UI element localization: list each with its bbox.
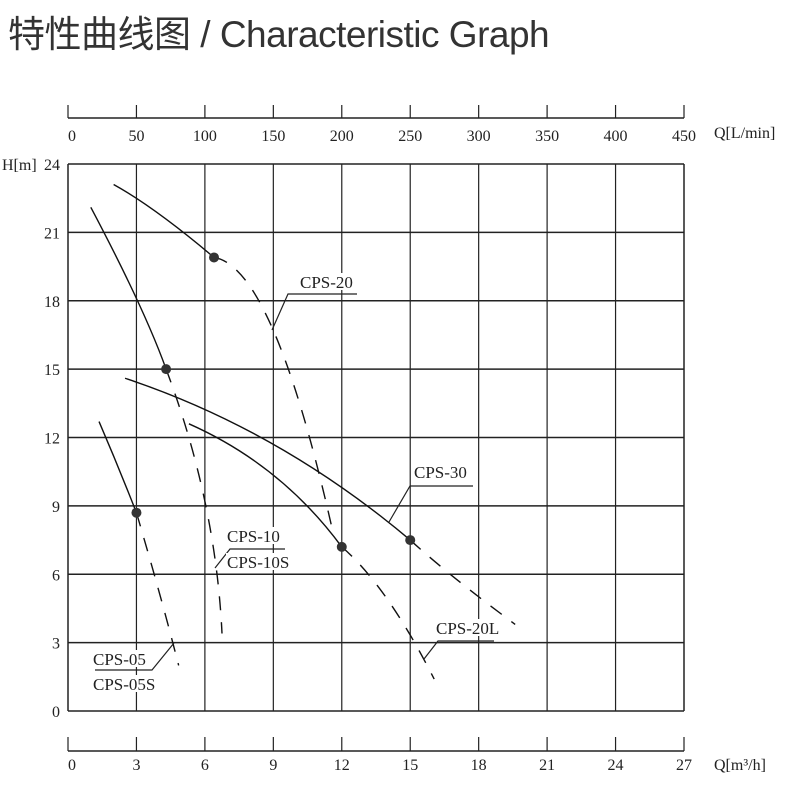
label-background (413, 463, 465, 480)
top-x-tick-label: 50 (128, 128, 144, 145)
curve-dashed (409, 539, 516, 625)
top-x-tick-label: 400 (604, 128, 628, 145)
y-tick-label: 6 (52, 567, 60, 584)
top-x-tick-label: 100 (193, 128, 217, 145)
curve-solid (113, 183, 215, 258)
series-label: CPS-05 (93, 650, 146, 669)
label-background (226, 527, 278, 544)
x-tick-label: 6 (201, 757, 209, 774)
label-leader-line (95, 642, 175, 671)
curve-solid (124, 377, 411, 541)
series-label: CPS-10S (227, 553, 289, 572)
top-x-tick-label: 0 (68, 128, 76, 145)
curve-point (131, 507, 142, 518)
x-tick-label: 21 (539, 757, 555, 774)
label-leader-line (271, 293, 357, 331)
y-tick-label: 12 (44, 431, 60, 448)
label-leader-line (388, 485, 473, 523)
x-tick-label: 0 (68, 757, 76, 774)
y-tick-label: 18 (44, 294, 60, 311)
y-tick-label: 9 (52, 499, 60, 516)
y-tick-label: 21 (44, 225, 60, 242)
label-background (299, 273, 351, 290)
x-tick-label: 12 (334, 757, 350, 774)
curve-solid (188, 423, 343, 548)
top-x-tick-label: 450 (672, 128, 696, 145)
curve-dashed (165, 368, 223, 634)
series-label: CPS-10 (227, 527, 280, 546)
chart-title: 特性曲线图 / Characteristic Graph (8, 14, 550, 55)
x-tick-label: 3 (132, 757, 140, 774)
curve-point (405, 535, 416, 546)
label-background (435, 619, 496, 636)
y-tick-label: 15 (44, 362, 60, 379)
label-background (226, 553, 287, 570)
curve-dashed (135, 512, 180, 666)
curve-solid (98, 421, 138, 513)
curve-point (209, 252, 220, 263)
label-background (92, 650, 144, 667)
curve-solid (90, 206, 167, 370)
y-tick-label: 0 (52, 704, 60, 721)
curve-point (161, 364, 172, 375)
x-tick-label: 24 (608, 757, 624, 774)
series-label: CPS-30 (414, 463, 467, 482)
series-label: CPS-05S (93, 675, 155, 694)
x-tick-label: 15 (402, 757, 418, 774)
label-leader-line (214, 548, 285, 569)
label-leader-line (423, 640, 494, 660)
y-tick-label: 24 (44, 157, 60, 174)
series-label: CPS-20 (300, 273, 353, 292)
curve-dashed (341, 546, 435, 680)
x-tick-label: 27 (676, 757, 692, 774)
curve-dashed (213, 256, 334, 532)
top-x-tick-label: 300 (467, 128, 491, 145)
top-x-tick-label: 200 (330, 128, 354, 145)
x-tick-label: 9 (269, 757, 277, 774)
top-x-tick-label: 350 (535, 128, 559, 145)
curve-point (336, 541, 347, 552)
top-x-tick-label: 150 (261, 128, 285, 145)
x-axis-label: Q[m³/h] (714, 757, 766, 774)
label-background (92, 675, 153, 692)
top-axis-label: Q[L/min] (714, 125, 775, 142)
y-axis-label: H[m] (2, 157, 37, 174)
series-label: CPS-20L (436, 619, 499, 638)
y-tick-label: 3 (52, 636, 60, 653)
x-tick-label: 18 (471, 757, 487, 774)
top-x-tick-label: 250 (398, 128, 422, 145)
